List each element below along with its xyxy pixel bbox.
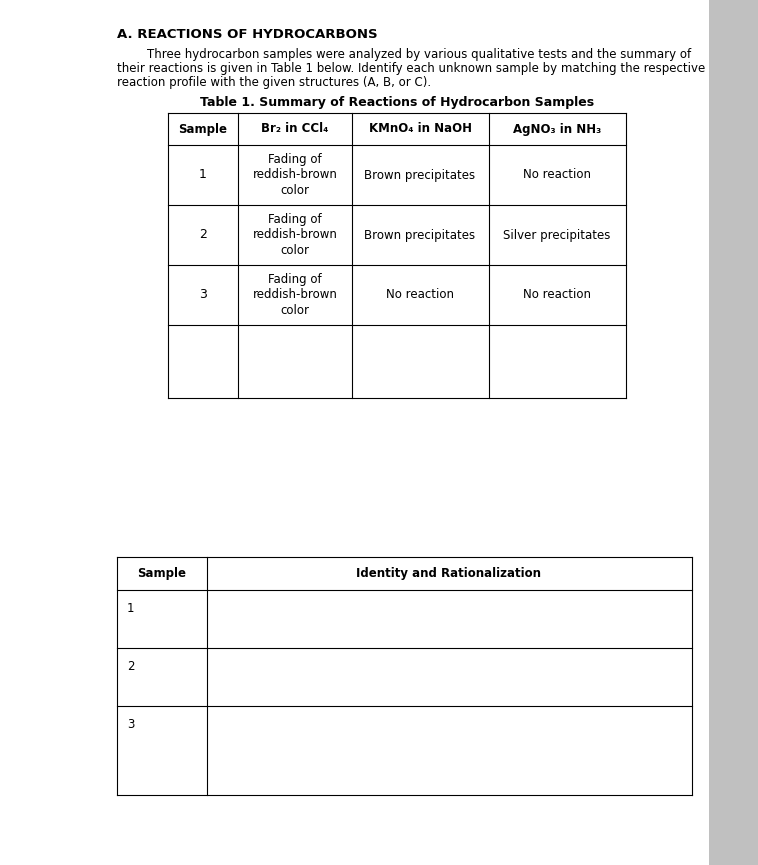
Text: H₃C: H₃C [169, 460, 188, 470]
Text: H₃C: H₃C [490, 462, 510, 472]
Text: 3: 3 [199, 289, 207, 302]
Text: Fading of
reddish-brown
color: Fading of reddish-brown color [252, 153, 337, 196]
Text: CH₃: CH₃ [280, 475, 299, 485]
Text: A. REACTIONS OF HYDROCARBONS: A. REACTIONS OF HYDROCARBONS [117, 28, 377, 41]
Text: CH: CH [642, 492, 657, 502]
Text: Fading of
reddish-brown
color: Fading of reddish-brown color [252, 273, 337, 317]
Text: Three hydrocarbon samples were analyzed by various qualitative tests and the sum: Three hydrocarbon samples were analyzed … [117, 48, 691, 61]
Text: 2: 2 [199, 228, 207, 241]
Text: 3: 3 [127, 718, 134, 731]
Text: C: C [575, 522, 584, 535]
Text: Brown precipitates: Brown precipitates [365, 228, 475, 241]
Text: CH₃: CH₃ [240, 437, 260, 447]
Text: Fading of
reddish-brown
color: Fading of reddish-brown color [252, 214, 337, 257]
Text: No reaction: No reaction [523, 289, 591, 302]
Text: reaction profile with the given structures (A, B, or C).: reaction profile with the given structur… [117, 76, 431, 89]
Text: A: A [230, 522, 240, 535]
Text: Sample: Sample [178, 123, 227, 136]
Text: Silver precipitates: Silver precipitates [503, 228, 611, 241]
Text: B: B [415, 522, 424, 535]
Text: Br₂ in CCl₄: Br₂ in CCl₄ [262, 123, 329, 136]
Text: 2: 2 [127, 660, 134, 673]
Text: KMnO₄ in NaOH: KMnO₄ in NaOH [368, 123, 471, 136]
Text: No reaction: No reaction [386, 289, 454, 302]
Text: Table 1. Summary of Reactions of Hydrocarbon Samples: Table 1. Summary of Reactions of Hydroca… [200, 96, 594, 109]
Text: Sample: Sample [137, 567, 186, 580]
Text: AgNO₃ in NH₃: AgNO₃ in NH₃ [513, 123, 601, 136]
Text: 1: 1 [199, 169, 207, 182]
Text: 1: 1 [127, 602, 134, 615]
Text: Brown precipitates: Brown precipitates [365, 169, 475, 182]
Text: Identity and Rationalization: Identity and Rationalization [356, 567, 541, 580]
Text: their reactions is given in Table 1 below. Identify each unknown sample by match: their reactions is given in Table 1 belo… [117, 62, 705, 75]
Text: No reaction: No reaction [523, 169, 591, 182]
